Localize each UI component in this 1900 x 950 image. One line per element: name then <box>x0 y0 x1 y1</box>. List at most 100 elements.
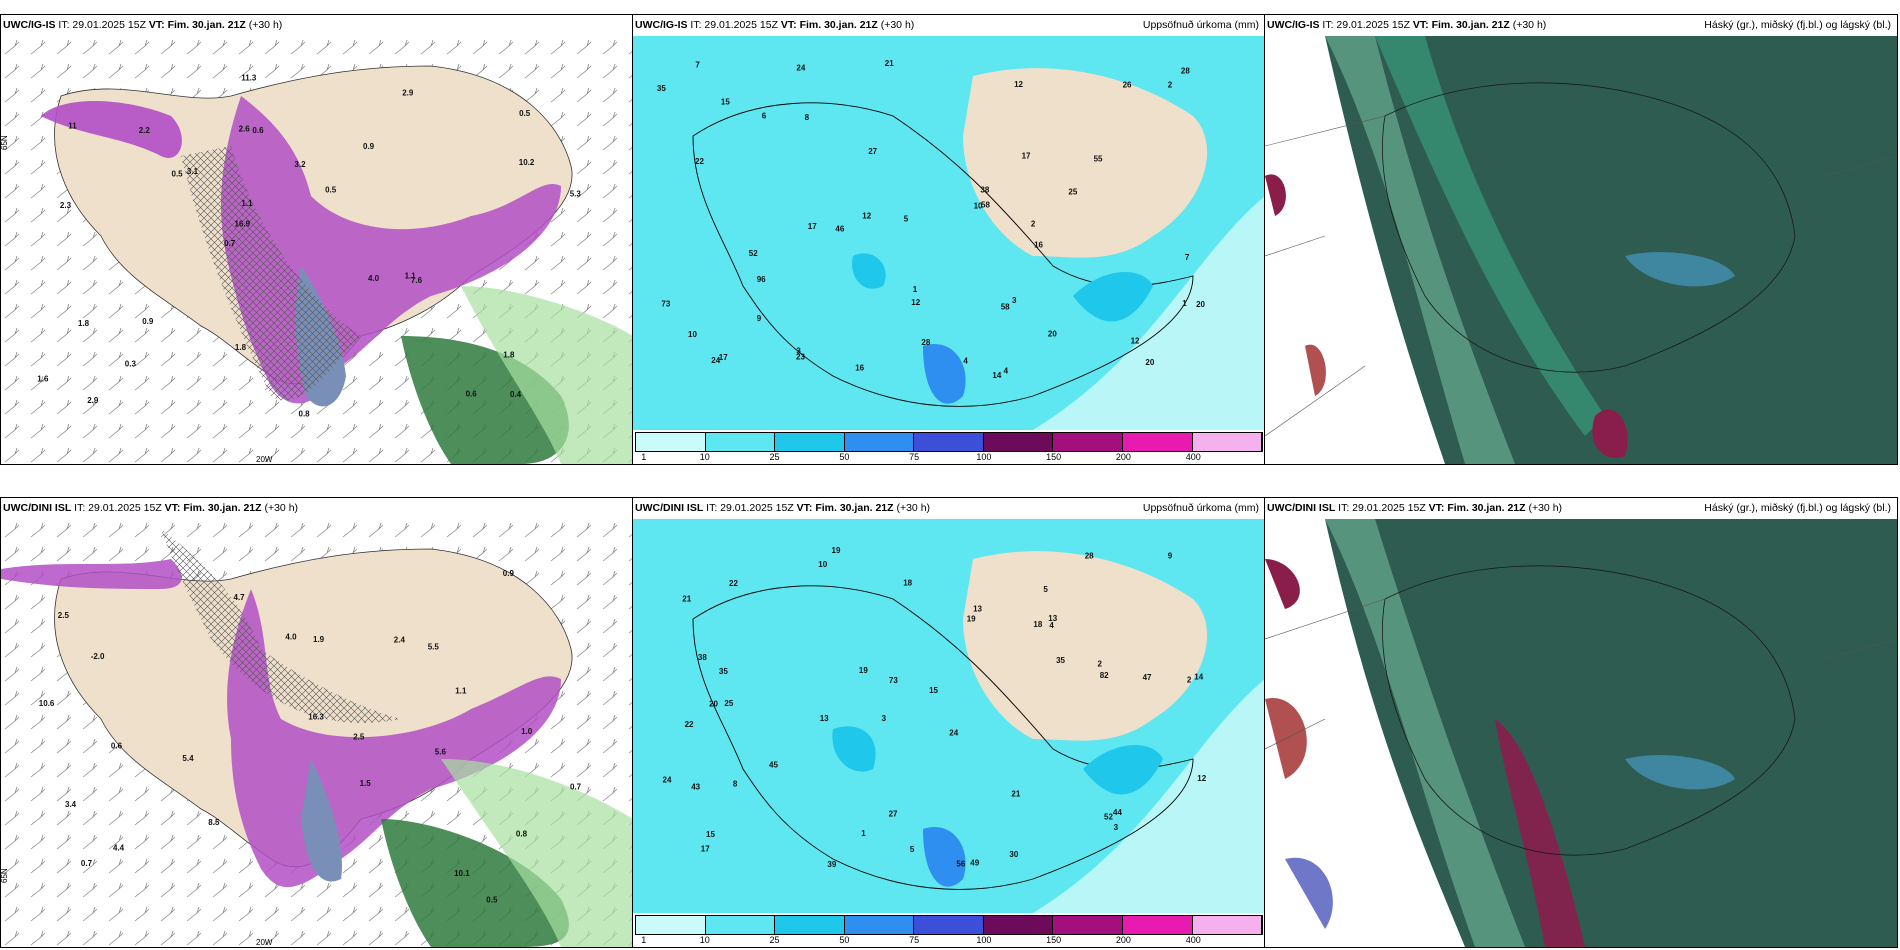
color-bar-tick-label: 50 <box>839 452 850 462</box>
value-label: 24 <box>949 729 958 738</box>
value-label: 58 <box>981 201 990 210</box>
value-label: 20 <box>1048 330 1057 339</box>
value-label: 18 <box>903 578 912 587</box>
model-name: UWC/IG-IS <box>635 19 688 31</box>
value-label: 16.9 <box>235 220 251 229</box>
value-label: 0.8 <box>516 830 528 839</box>
coast-outline <box>1382 82 1796 373</box>
map-panel-snowfall-igis: UWC/IG-IS IT: 29.01.2025 15Z VT: Fim. 30… <box>0 14 634 465</box>
value-label: 17 <box>719 353 728 362</box>
value-label: 2.3 <box>60 201 72 210</box>
field-title: Háský (gr.), miðský (fj.bl.) og lágský (… <box>1704 502 1891 514</box>
value-label: 47 <box>1143 673 1152 682</box>
lead-time: (+30 h) <box>1512 19 1547 31</box>
value-label: 3.4 <box>65 800 77 809</box>
value-label: 9 <box>1168 552 1173 561</box>
value-labels: 0.4 2.3 0.5 0.7 0.9 2.9 2.6 3.2 1.8 3.1 1.6 0.3 0.6 0… <box>37 74 581 419</box>
value-label: 2.6 <box>239 125 251 134</box>
value-label: 8.5 <box>208 818 220 827</box>
map-area <box>1265 519 1897 947</box>
coast-outline <box>692 585 1194 890</box>
color-bar-swatch <box>914 433 984 451</box>
value-label: 2.9 <box>87 396 99 405</box>
color-bar-tick-label: 150 <box>1046 452 1062 462</box>
color-bar-swatch <box>844 916 915 934</box>
value-label: 28 <box>1181 66 1190 75</box>
init-time: IT: 29.01.2025 15Z <box>690 19 778 31</box>
value-label: 35 <box>719 667 728 676</box>
value-label: 24 <box>663 776 672 785</box>
value-label: 4 <box>1004 367 1009 376</box>
precip-color-scale: 1 10 25 50 75 100 150 200 400 <box>633 430 1265 464</box>
value-label: 9 <box>757 314 762 323</box>
map-panel-clouds-igis: UWC/IG-IS IT: 29.01.2025 15Z VT: Fim. 30… <box>1264 14 1898 465</box>
color-bar <box>635 432 1263 452</box>
value-label: 38 <box>980 186 989 195</box>
color-bar-tick-label: 200 <box>1115 452 1131 462</box>
value-label: 43 <box>691 783 700 792</box>
value-label: 22 <box>729 579 738 588</box>
value-label: 7 <box>1185 253 1190 262</box>
value-labels: 0.5 0.6 1.5 2.5 0.8 -2.0 4.4 5.4 5.5 4.0 2.4 10.1 8.… <box>39 569 582 904</box>
value-label: 12 <box>1197 774 1206 783</box>
value-label: 15 <box>706 830 715 839</box>
init-time: IT: 29.01.2025 15Z <box>74 502 162 514</box>
valid-time: VT: Fim. 30.jan. 21Z <box>164 502 262 514</box>
value-label: 38 <box>698 653 707 662</box>
panel-header: UWC/DINI ISL IT: 29.01.2025 15Z VT: Fim.… <box>1265 498 1897 519</box>
value-label: 1.9 <box>313 635 325 644</box>
model-name: UWC/DINI ISL <box>3 502 72 514</box>
value-label: 52 <box>1104 812 1113 821</box>
value-label: 2 <box>1187 676 1192 685</box>
color-bar-ticks: 1 10 25 50 75 100 150 200 400 <box>635 452 1263 462</box>
init-time: IT: 29.01.2025 15Z <box>1322 19 1410 31</box>
value-label: 0.7 <box>81 859 93 868</box>
value-label: 1.1 <box>455 687 467 696</box>
color-bar-tick-label: 1 <box>641 452 647 462</box>
value-label: 1 <box>1182 299 1187 308</box>
value-label: 21 <box>885 59 894 68</box>
value-label: 56 <box>956 859 965 868</box>
value-label: 20 <box>709 700 718 709</box>
color-bar-tick-label: 25 <box>769 452 780 462</box>
map-area: 16 14 3 20 24 15 17 20 21 27 26 28 12 12 12 10 22 23 46 35 5… <box>633 36 1265 430</box>
lat-label: 65N <box>1 868 9 883</box>
value-label: 14 <box>1194 673 1203 682</box>
lead-time: (+30 h) <box>1528 502 1563 514</box>
value-label: 49 <box>970 858 979 867</box>
lead-time: (+30 h) <box>264 502 299 514</box>
color-bar-swatch <box>775 916 845 934</box>
lat-label: 65N <box>1 135 9 150</box>
value-label: 13 <box>973 605 982 614</box>
value-label: 0.3 <box>125 359 137 368</box>
color-bar-swatch <box>983 916 1054 934</box>
value-label: 3.2 <box>294 160 306 169</box>
value-label: 4.0 <box>368 274 380 283</box>
value-label: 4 <box>1049 621 1054 630</box>
field-title: Háský (gr.), miðský (fj.bl.) og lágský (… <box>1704 19 1891 31</box>
value-label: 5 <box>910 845 915 854</box>
color-bar-swatch <box>1122 916 1193 934</box>
value-label: 73 <box>889 676 898 685</box>
value-label: 1.6 <box>37 374 49 383</box>
value-label: 17 <box>808 222 817 231</box>
init-time: IT: 29.01.2025 15Z <box>706 502 794 514</box>
value-label: 4.0 <box>285 632 297 641</box>
color-bar-swatch <box>775 433 845 451</box>
value-label: 0.7 <box>224 239 236 248</box>
value-label: 23 <box>796 353 805 362</box>
value-label: 0.9 <box>503 569 515 578</box>
lon-label: 20W <box>256 455 273 464</box>
value-label: 0.5 <box>325 186 337 195</box>
value-label: 0.5 <box>519 109 531 118</box>
value-label: 22 <box>695 157 704 166</box>
value-labels: 1614320241517202127262812121210222346355… <box>657 59 1206 380</box>
color-bar-tick-label: 10 <box>699 935 710 945</box>
color-bar-swatch <box>914 916 984 934</box>
value-label: 10.1 <box>454 869 470 878</box>
value-label: 17 <box>701 845 710 854</box>
value-label: 1.8 <box>235 343 247 352</box>
panel-header: UWC/IG-IS IT: 29.01.2025 15Z VT: Fim. 30… <box>1 15 633 36</box>
value-label: 27 <box>868 147 877 156</box>
